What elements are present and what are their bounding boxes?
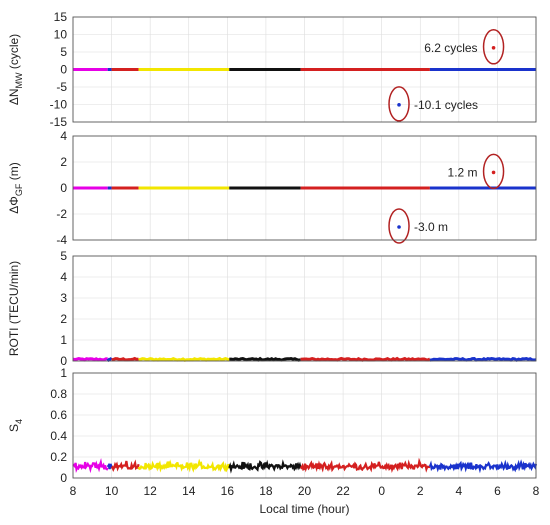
y-tick-label: 3 (60, 291, 67, 305)
series-segment (72, 457, 109, 474)
outlier-point (397, 103, 401, 107)
x-axis: 8 10 12 14 16 18 20 22 0 2 4 6 8 (70, 484, 540, 498)
y-axis-label: ΔNMW (cycle) (7, 34, 24, 105)
y-tick-label: 0.2 (50, 450, 67, 464)
x-tick-label: 0 (378, 484, 385, 498)
y-axis-label: S4 (7, 419, 24, 432)
y-tick-label: -15 (50, 115, 68, 129)
series-segment (106, 357, 113, 362)
x-tick-label: 8 (70, 484, 77, 498)
series-segment (72, 356, 108, 362)
outlier-label: -10.1 cycles (414, 98, 478, 112)
x-tick-label: 6 (494, 484, 501, 498)
y-tick-label: 5 (60, 249, 67, 263)
series-segment (137, 458, 231, 473)
series-segment (138, 356, 230, 362)
x-tick-label: 16 (221, 484, 235, 498)
y-axis-label: ROTI (TECU/min) (7, 261, 21, 356)
panel-frame (72, 372, 537, 479)
series-s4 (72, 457, 538, 474)
x-tick-label: 20 (298, 484, 312, 498)
y-tick-label: 0 (60, 354, 67, 368)
x-tick-label: 10 (105, 484, 119, 498)
y-tick-label: 2 (60, 312, 67, 326)
y-tick-label: -10 (50, 98, 68, 112)
x-tick-label: 4 (455, 484, 462, 498)
x-tick-label: 2 (417, 484, 424, 498)
x-tick-label: 18 (259, 484, 273, 498)
series-segment (110, 459, 140, 472)
y-tick-label: 0.4 (50, 429, 67, 443)
y-tick-label: 1 (60, 366, 67, 380)
series-segment (429, 356, 537, 362)
y-tick-label: -4 (56, 233, 67, 247)
y-tick-label: 4 (60, 129, 67, 143)
y-tick-label: 4 (60, 270, 67, 284)
series-segment (228, 459, 302, 474)
y-tick-label: 0.6 (50, 408, 67, 422)
outlier-label: 6.2 cycles (424, 41, 477, 55)
outlier-point (397, 225, 401, 229)
outlier-point (491, 46, 496, 50)
y-tick-label: 5 (60, 45, 67, 59)
x-tick-label: 12 (143, 484, 157, 498)
y-tick-label: 1 (60, 333, 67, 347)
y-tick-label: 15 (54, 10, 68, 24)
panel-mw: -15 -10 -5 0 5 10 15 6.2 cycles -10.1 cycles ΔNMW… (7, 10, 537, 129)
x-tick-label: 8 (533, 484, 540, 498)
x-tick-label: 14 (182, 484, 196, 498)
y-axis-label: ΔΦGF (m) (7, 162, 24, 213)
panel-frame (72, 135, 537, 241)
panel-frame (72, 255, 537, 362)
series-segment (299, 457, 431, 474)
series-segment (111, 356, 139, 362)
x-axis-label: Local time (hour) (259, 502, 349, 516)
outlier-highlight-ring (388, 208, 410, 244)
y-tick-label: -2 (56, 207, 67, 221)
outlier-highlight-ring (482, 29, 505, 65)
outlier-highlight-ring (482, 153, 505, 190)
series-segment (229, 356, 301, 362)
series-segment (428, 459, 538, 474)
outlier-highlight-ring (388, 86, 410, 122)
y-tick-label: 2 (60, 155, 67, 169)
y-tick-label: -5 (56, 80, 67, 94)
panel-roti: 0 1 2 3 4 5 ROTI (TECU/min) (7, 249, 537, 368)
y-tick-label: 0 (60, 181, 67, 195)
x-tick-label: 22 (336, 484, 350, 498)
outlier-label: -3.0 m (414, 220, 448, 234)
y-tick-label: 0 (60, 63, 67, 77)
outlier-point (491, 170, 496, 175)
series-segment (300, 356, 431, 362)
y-tick-label: 0 (60, 471, 67, 485)
outlier-label: 1.2 m (448, 165, 478, 179)
y-tick-label: 0.8 (50, 387, 67, 401)
y-tick-label: 10 (54, 28, 68, 42)
series-segment (106, 462, 113, 470)
panel-frame (72, 16, 537, 123)
series-roti (72, 356, 537, 362)
panel-s4: 0 0.2 0.4 0.6 0.8 1 S4 (7, 366, 538, 485)
panel-gf: -4 -2 0 2 4 1.2 m -3.0 m ΔΦGF (m) (7, 129, 537, 247)
